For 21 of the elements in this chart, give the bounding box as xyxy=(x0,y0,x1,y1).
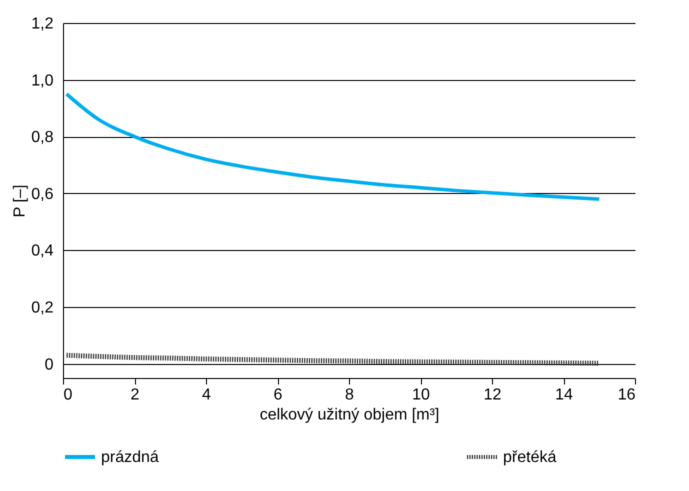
y-tick-label: 1,2 xyxy=(31,16,54,32)
y-tick-label: 0,2 xyxy=(31,300,54,316)
x-tick-label: 16 xyxy=(618,386,636,404)
x-axis-title: celkový užitný objem [m³] xyxy=(260,406,440,424)
y-tick-label: 0,4 xyxy=(31,242,54,260)
y-tick-label: 0,6 xyxy=(31,186,54,203)
x-tick-label: 4 xyxy=(202,386,212,404)
x-tick-label: 12 xyxy=(484,386,502,404)
y-tick-label: 0,8 xyxy=(31,129,54,146)
x-tick-label: 2 xyxy=(130,386,140,404)
legend-label: prázdná xyxy=(101,449,159,466)
x-tick-label: 10 xyxy=(412,386,430,404)
x-tick-label: 0 xyxy=(64,386,72,404)
line-series xyxy=(64,92,601,201)
y-tick-label: 0 xyxy=(44,356,54,374)
y-tick-label: 1,0 xyxy=(31,72,54,90)
x-tick-label: 14 xyxy=(555,386,573,404)
x-tick-label: 6 xyxy=(274,386,283,404)
x-tick-label: 8 xyxy=(345,386,354,404)
legend-label: přetéká xyxy=(503,449,556,466)
y-axis-title: P [–] xyxy=(11,184,28,218)
